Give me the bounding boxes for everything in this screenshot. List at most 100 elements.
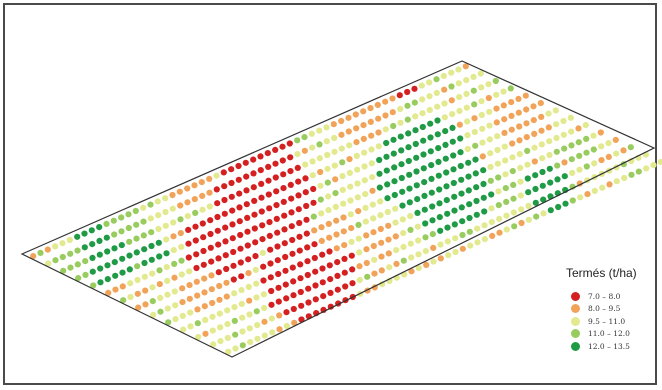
- yield-point: [261, 304, 268, 312]
- yield-point: [221, 183, 228, 190]
- yield-point: [209, 327, 216, 334]
- yield-point: [208, 272, 215, 279]
- yield-point: [177, 230, 184, 237]
- legend-item: 9.5 – 11.0: [566, 315, 662, 328]
- yield-point: [355, 235, 362, 242]
- yield-point: [288, 223, 295, 230]
- yield-point: [375, 129, 382, 136]
- yield-point: [382, 126, 389, 133]
- yield-point: [524, 175, 531, 182]
- yield-point: [291, 319, 298, 326]
- yield-point: [393, 260, 400, 267]
- yield-point: [296, 219, 303, 227]
- yield-point: [465, 187, 472, 194]
- yield-point: [319, 265, 326, 272]
- yield-point: [360, 108, 367, 115]
- yield-point: [392, 205, 399, 212]
- yield-point: [222, 238, 229, 245]
- yield-point: [332, 176, 339, 183]
- yield-point: [216, 296, 223, 303]
- yield-point: [518, 219, 525, 227]
- yield-point: [180, 326, 187, 333]
- yield-point: [320, 293, 327, 300]
- yield-point: [132, 207, 139, 215]
- yield-point: [371, 270, 378, 277]
- yield-point: [412, 127, 419, 134]
- yield-point: [326, 262, 333, 269]
- yield-point: [332, 190, 339, 197]
- yield-point: [244, 228, 251, 235]
- yield-point: [287, 154, 294, 161]
- yield-point: [266, 219, 273, 226]
- yield-point: [458, 190, 465, 197]
- yield-point: [157, 308, 164, 315]
- yield-point: [112, 286, 119, 293]
- yield-point: [492, 77, 499, 85]
- yield-point: [247, 339, 254, 346]
- yield-point: [339, 186, 346, 193]
- yield-point: [187, 309, 194, 316]
- yield-point: [392, 219, 399, 226]
- yield-point: [568, 156, 575, 163]
- yield-point: [213, 186, 220, 193]
- yield-point: [487, 177, 494, 184]
- yield-point: [442, 128, 449, 135]
- yield-point: [508, 99, 515, 106]
- yield-point: [185, 240, 192, 247]
- yield-point: [297, 275, 304, 282]
- yield-point: [435, 145, 442, 152]
- yield-point: [569, 169, 576, 176]
- yield-point: [259, 222, 266, 229]
- yield-point: [156, 267, 163, 274]
- yield-point: [193, 278, 200, 285]
- yield-point: [323, 124, 330, 131]
- yield-point: [52, 257, 59, 264]
- yield-point: [456, 107, 463, 114]
- yield-point: [177, 216, 184, 223]
- yield-point: [451, 221, 458, 228]
- yield-point: [333, 217, 340, 224]
- yield-point: [259, 249, 266, 256]
- yield-point: [539, 182, 546, 189]
- yield-point: [281, 240, 288, 247]
- yield-point: [162, 195, 169, 202]
- yield-point: [326, 248, 333, 255]
- yield-point: [243, 173, 250, 180]
- yield-point: [155, 212, 162, 219]
- yield-point: [251, 211, 258, 218]
- yield-point: [362, 204, 369, 211]
- yield-point: [457, 149, 464, 156]
- yield-point: [184, 213, 191, 220]
- yield-point: [37, 249, 44, 256]
- yield-point: [104, 262, 111, 269]
- yield-point: [224, 307, 231, 314]
- yield-point: [478, 98, 485, 105]
- yield-point: [104, 248, 111, 255]
- yield-point: [283, 295, 290, 302]
- yield-point: [222, 224, 229, 231]
- yield-point: [464, 145, 471, 153]
- yield-point: [238, 273, 245, 280]
- yield-point: [268, 301, 275, 308]
- yield-point: [517, 178, 524, 185]
- yield-point: [251, 225, 258, 232]
- yield-point: [252, 253, 259, 260]
- yield-point: [481, 208, 488, 215]
- yield-point: [355, 221, 362, 228]
- yield-point: [185, 226, 192, 233]
- yield-point: [537, 100, 544, 107]
- yield-point: [148, 242, 155, 250]
- yield-point: [140, 232, 147, 239]
- yield-point: [376, 170, 383, 177]
- yield-point: [479, 139, 486, 146]
- yield-point: [310, 213, 317, 220]
- yield-point: [538, 113, 545, 120]
- yield-point: [223, 265, 230, 273]
- yield-point: [201, 275, 208, 282]
- yield-point: [267, 274, 274, 281]
- yield-point: [470, 87, 477, 94]
- yield-point: [457, 135, 464, 142]
- yield-point: [253, 294, 260, 301]
- yield-point: [561, 159, 568, 166]
